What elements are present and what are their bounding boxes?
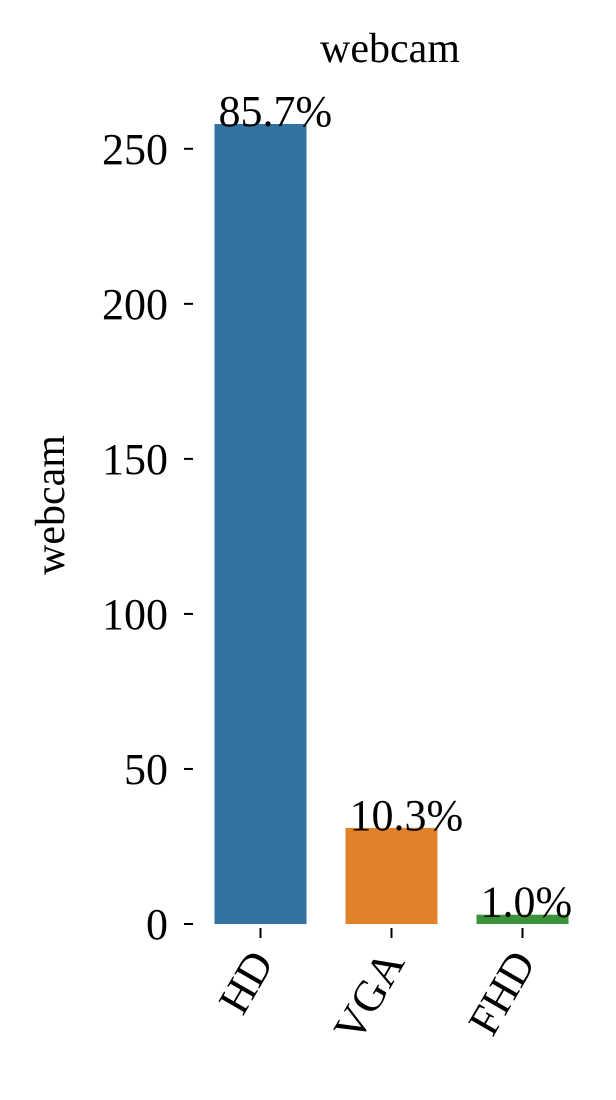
- data-label: 10.3%: [350, 791, 464, 840]
- bar-vga: [345, 827, 438, 924]
- data-label: 1.0%: [481, 878, 573, 927]
- y-tick-label: 100: [102, 590, 168, 639]
- bar-fhd: [476, 914, 569, 924]
- chart-title: webcam: [320, 26, 460, 72]
- y-tick-label: 200: [102, 280, 168, 329]
- y-tick-label: 150: [102, 435, 168, 484]
- bars: [214, 124, 569, 924]
- y-axis-label: webcam: [28, 435, 74, 575]
- data-label: 85.7%: [219, 87, 333, 136]
- y-tick-label: 0: [146, 900, 168, 949]
- data-labels: 85.7% 10.3% 1.0%: [219, 87, 573, 927]
- x-tick-label: HD: [209, 943, 283, 1023]
- x-tick-label: FHD: [459, 943, 545, 1044]
- x-axis: HD VGA FHD: [209, 928, 545, 1050]
- bar-hd: [214, 124, 307, 924]
- y-tick-label: 250: [102, 125, 168, 174]
- y-tick-label: 50: [124, 745, 168, 794]
- x-tick-label: VGA: [324, 942, 414, 1049]
- y-axis: 0 50 100 150 200 250: [102, 125, 193, 949]
